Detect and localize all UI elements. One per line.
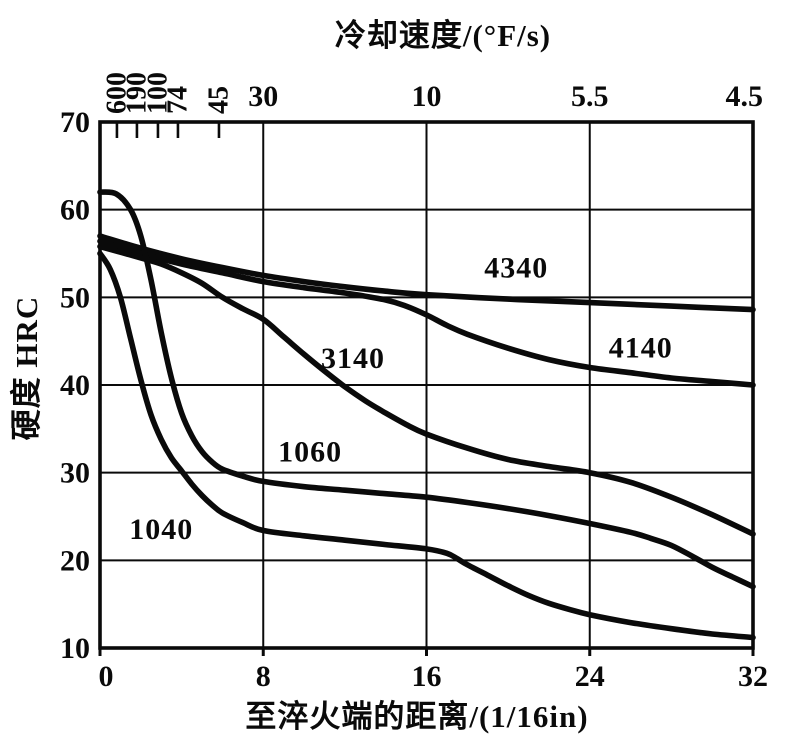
top-tick-label-rotated: 190 <box>121 72 152 114</box>
x-tick-label: 32 <box>738 660 768 693</box>
curve-label-3140: 3140 <box>321 342 385 375</box>
curve-label-1040: 1040 <box>129 513 193 546</box>
top-tick-label-rotated: 100 <box>142 72 173 114</box>
curve-1040 <box>97 250 756 641</box>
top-tick-label: 30 <box>248 80 278 113</box>
y-tick-label: 60 <box>60 194 90 227</box>
top-tick-label: 4.5 <box>725 80 763 113</box>
curve-1060 <box>97 189 756 590</box>
top-tick-label-rotated: 600 <box>101 72 132 114</box>
y-tick-label: 70 <box>60 106 90 139</box>
x-axis-title: 至淬火端的距离/(1/16in) <box>245 699 589 734</box>
top-tick-label-rotated: 45 <box>203 86 234 114</box>
curve-label-1060: 1060 <box>278 436 342 469</box>
y-tick-label: 10 <box>60 632 90 665</box>
curve-label-4340: 4340 <box>484 252 548 285</box>
x-tick-label: 16 <box>412 660 442 693</box>
y-tick-label: 50 <box>60 281 90 314</box>
top-axis-title: 冷却速度/(°F/s) <box>334 18 552 53</box>
y-tick-label: 40 <box>60 369 90 402</box>
curve-label-4140: 4140 <box>609 331 673 364</box>
y-tick-label: 20 <box>60 544 90 577</box>
x-tick-label: 24 <box>575 660 605 693</box>
curve-3140 <box>97 243 756 537</box>
x-tick-label: 8 <box>256 660 271 693</box>
top-tick-label: 5.5 <box>571 80 609 113</box>
y-tick-label: 30 <box>60 457 90 490</box>
x-tick-label: 0 <box>99 660 114 693</box>
curve-4340 <box>97 233 756 313</box>
top-tick-label: 10 <box>412 80 442 113</box>
top-tick-label-rotated: 74 <box>162 86 193 114</box>
curve-4140 <box>97 238 756 388</box>
